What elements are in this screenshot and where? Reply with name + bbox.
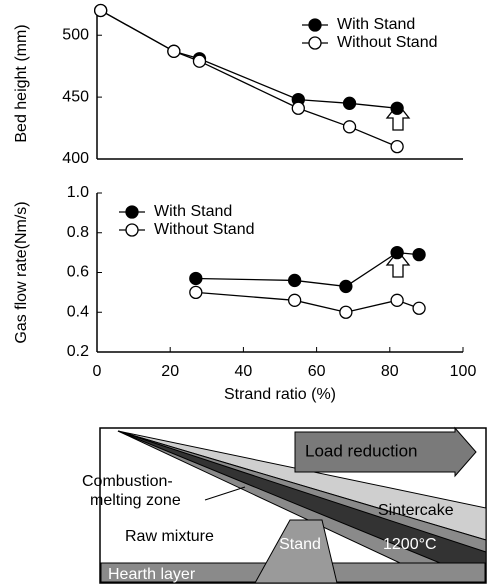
y-tick-label: 0.6 xyxy=(67,264,89,281)
load-arrow xyxy=(294,426,477,478)
pointer-line xyxy=(204,486,246,501)
data-point xyxy=(287,293,302,307)
arrow-label: Load reduction xyxy=(305,441,417,460)
y-tick-label: 0.2 xyxy=(67,343,89,360)
temperature-label: 1200°C xyxy=(383,536,437,553)
legend-marker xyxy=(125,205,139,219)
legend-label: With Stand xyxy=(337,16,415,33)
x-tick-label: 100 xyxy=(450,363,477,380)
y-axis-label: Bed height (mm) xyxy=(13,24,30,142)
legend-label: Without Stand xyxy=(337,34,438,51)
series-line xyxy=(195,291,420,313)
x-tick-label: 0 xyxy=(93,363,102,380)
x-axis-label: Strand ratio (%) xyxy=(224,386,336,403)
data-point xyxy=(94,3,108,18)
data-point xyxy=(412,247,426,262)
data-point xyxy=(192,54,207,68)
zone-label: melting zone xyxy=(90,492,181,509)
diagram: Load reduction Combustion- melting zone … xyxy=(82,426,487,584)
y-tick-label: 400 xyxy=(62,150,89,167)
data-point xyxy=(390,245,404,260)
x-tick-label: 40 xyxy=(235,363,253,380)
legend-marker xyxy=(308,18,322,32)
legend-marker xyxy=(125,223,139,237)
data-point xyxy=(412,301,426,315)
data-point xyxy=(339,305,353,319)
data-point xyxy=(342,96,357,110)
y-axis-label: Gas flow rate(Nm/s) xyxy=(13,201,30,343)
data-point xyxy=(189,285,203,300)
data-point xyxy=(339,279,353,294)
zone-label: Combustion- xyxy=(82,473,173,490)
raw-label: Raw mixture xyxy=(125,528,214,545)
legend-label: With Stand xyxy=(154,203,232,220)
x-tick-label: 80 xyxy=(381,363,399,380)
x-tick-label: 60 xyxy=(308,363,326,380)
hot-layer xyxy=(117,430,487,564)
data-point xyxy=(287,273,302,288)
sinter-label: Sintercake xyxy=(378,502,454,519)
series-line xyxy=(100,9,398,148)
legend-label: Without Stand xyxy=(154,221,255,238)
data-point xyxy=(390,139,404,154)
data-point xyxy=(390,101,404,115)
data-point xyxy=(167,44,181,58)
annotation-arrow xyxy=(385,102,411,131)
annotation-arrow xyxy=(385,249,411,278)
data-point xyxy=(291,101,305,115)
data-point xyxy=(342,120,357,134)
data-point xyxy=(189,271,203,286)
hearth-label: Hearth layer xyxy=(108,566,196,583)
y-tick-label: 1.0 xyxy=(67,184,89,201)
y-tick-label: 0.8 xyxy=(67,224,89,241)
y-tick-label: 500 xyxy=(62,26,89,43)
series-line xyxy=(195,251,420,288)
stand-shape xyxy=(254,519,338,584)
legend-marker xyxy=(308,36,322,50)
y-tick-label: 0.4 xyxy=(67,303,89,320)
stand-label: Stand xyxy=(279,536,321,553)
data-point xyxy=(390,293,404,307)
x-tick-label: 20 xyxy=(161,363,179,380)
y-tick-label: 450 xyxy=(62,88,89,105)
